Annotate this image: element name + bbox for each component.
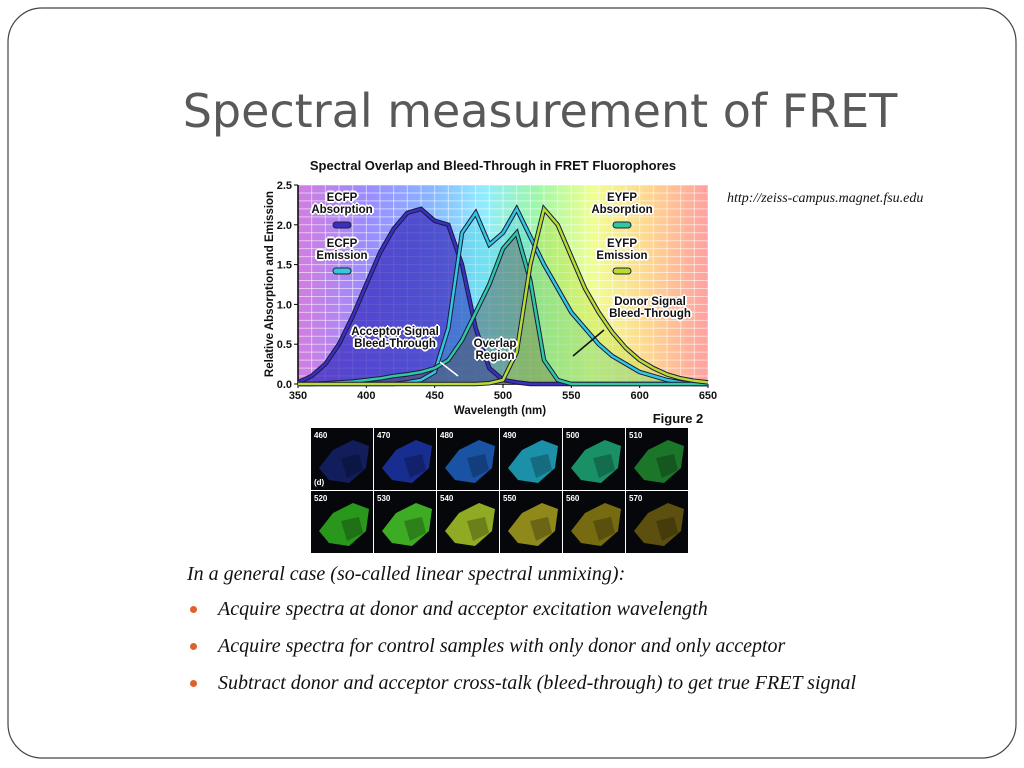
micrograph-label: 480 bbox=[440, 431, 454, 440]
legend-swatch bbox=[612, 221, 632, 229]
y-tick-label: 1.0 bbox=[277, 299, 292, 311]
legend-label: EYFP Absorption bbox=[591, 192, 653, 216]
y-tick-label: 0.5 bbox=[277, 339, 292, 351]
cell-shape bbox=[571, 440, 621, 483]
x-tick-label: 650 bbox=[699, 390, 717, 402]
cell-shape bbox=[634, 503, 684, 546]
annotation: Acceptor Signal Bleed-Through bbox=[351, 326, 439, 350]
cell-shape bbox=[593, 454, 615, 478]
series-area bbox=[298, 208, 708, 384]
cell-shape bbox=[571, 503, 621, 546]
micrograph-label: 520 bbox=[314, 494, 328, 503]
legend-swatch bbox=[612, 267, 632, 275]
cell-shape bbox=[593, 517, 615, 541]
series-area bbox=[298, 232, 708, 384]
x-tick-label: 600 bbox=[630, 390, 648, 402]
micrograph-label: 510 bbox=[629, 431, 643, 440]
intro-text: In a general case (so-called linear spec… bbox=[187, 563, 626, 585]
cell-shape bbox=[404, 517, 426, 541]
y-tick-label: 2.5 bbox=[277, 180, 292, 192]
annotation: Overlap Region bbox=[473, 338, 517, 362]
cell-shape bbox=[319, 440, 369, 483]
bullet-list: Acquire spectra at donor and acceptor ex… bbox=[187, 596, 867, 696]
cell-shape bbox=[341, 454, 363, 478]
cell-shape bbox=[530, 454, 552, 478]
panel-label: (d) bbox=[314, 478, 325, 487]
series-line bbox=[298, 230, 708, 386]
micrograph-label: 470 bbox=[377, 431, 391, 440]
cell-shape bbox=[445, 503, 495, 546]
x-axis-label: Wavelength (nm) bbox=[454, 405, 546, 417]
micrograph-label: 560 bbox=[566, 494, 580, 503]
bullet: Acquire spectra at donor and acceptor ex… bbox=[187, 596, 858, 622]
cell-shape bbox=[508, 503, 558, 546]
cell-shape bbox=[404, 454, 426, 478]
micrograph-label: 570 bbox=[629, 494, 643, 503]
series-area bbox=[298, 208, 708, 384]
cell-shape bbox=[634, 440, 684, 483]
x-tick-label: 500 bbox=[494, 390, 512, 402]
slide-body: In a general case (so-called linear spec… bbox=[187, 563, 867, 707]
cell-shape bbox=[467, 517, 489, 541]
micrograph-label: 530 bbox=[377, 494, 391, 503]
y-tick-label: 2.0 bbox=[277, 220, 292, 232]
figure-label: Figure 2 bbox=[653, 411, 704, 426]
series-line bbox=[298, 206, 709, 386]
micrograph-label: 550 bbox=[503, 494, 517, 503]
cell-shape bbox=[467, 454, 489, 478]
x-tick-label: 550 bbox=[562, 390, 580, 402]
annotation: Donor Signal Bleed-Through bbox=[609, 296, 691, 320]
bullet: Subtract donor and acceptor cross-talk (… bbox=[187, 670, 858, 696]
legend-swatch bbox=[332, 221, 352, 229]
micrograph-label: 460 bbox=[314, 431, 328, 440]
series-area bbox=[298, 208, 708, 384]
chart-title: Spectral Overlap and Bleed-Through in FR… bbox=[310, 158, 676, 173]
cell-shape bbox=[319, 503, 369, 546]
bullet: Acquire spectra for control samples with… bbox=[187, 633, 858, 659]
y-tick-label: 1.5 bbox=[277, 260, 292, 272]
legend-label: ECFP Absorption bbox=[311, 192, 373, 216]
annotation-pointer bbox=[439, 361, 459, 377]
cell-shape bbox=[530, 517, 552, 541]
x-tick-label: 450 bbox=[425, 390, 443, 402]
legend-swatch bbox=[332, 267, 352, 275]
cell-shape bbox=[382, 440, 432, 483]
cell-shape bbox=[656, 517, 678, 541]
x-tick-label: 350 bbox=[289, 390, 307, 402]
source-url: http://zeiss-campus.magnet.fsu.edu bbox=[727, 191, 924, 206]
y-axis-label: Relative Absorption and Emission bbox=[264, 191, 276, 377]
micrograph-label: 540 bbox=[440, 494, 454, 503]
slide-title: Spectral measurement of FRET bbox=[182, 84, 898, 138]
cell-shape bbox=[382, 503, 432, 546]
legend-label: ECFP Emission bbox=[316, 238, 368, 262]
cell-shape bbox=[341, 517, 363, 541]
cell-shape bbox=[445, 440, 495, 483]
y-tick-label: 0.0 bbox=[277, 379, 292, 391]
x-tick-label: 400 bbox=[357, 390, 375, 402]
cell-shape bbox=[656, 454, 678, 478]
micrograph-label: 490 bbox=[503, 431, 517, 440]
chart: 0.0 0.5 1.0 1.5 2.0 2.5 350 400 450 500 550 600 650 S… bbox=[264, 158, 717, 426]
cell-shape bbox=[508, 440, 558, 483]
annotation-pointer bbox=[572, 329, 605, 357]
micrograph-grid: 460 470 480 490 500 510 520 530 540 550 560 570 (d) bbox=[311, 428, 688, 553]
micrograph-label: 500 bbox=[566, 431, 580, 440]
legend-label: EYFP Emission bbox=[596, 238, 648, 262]
